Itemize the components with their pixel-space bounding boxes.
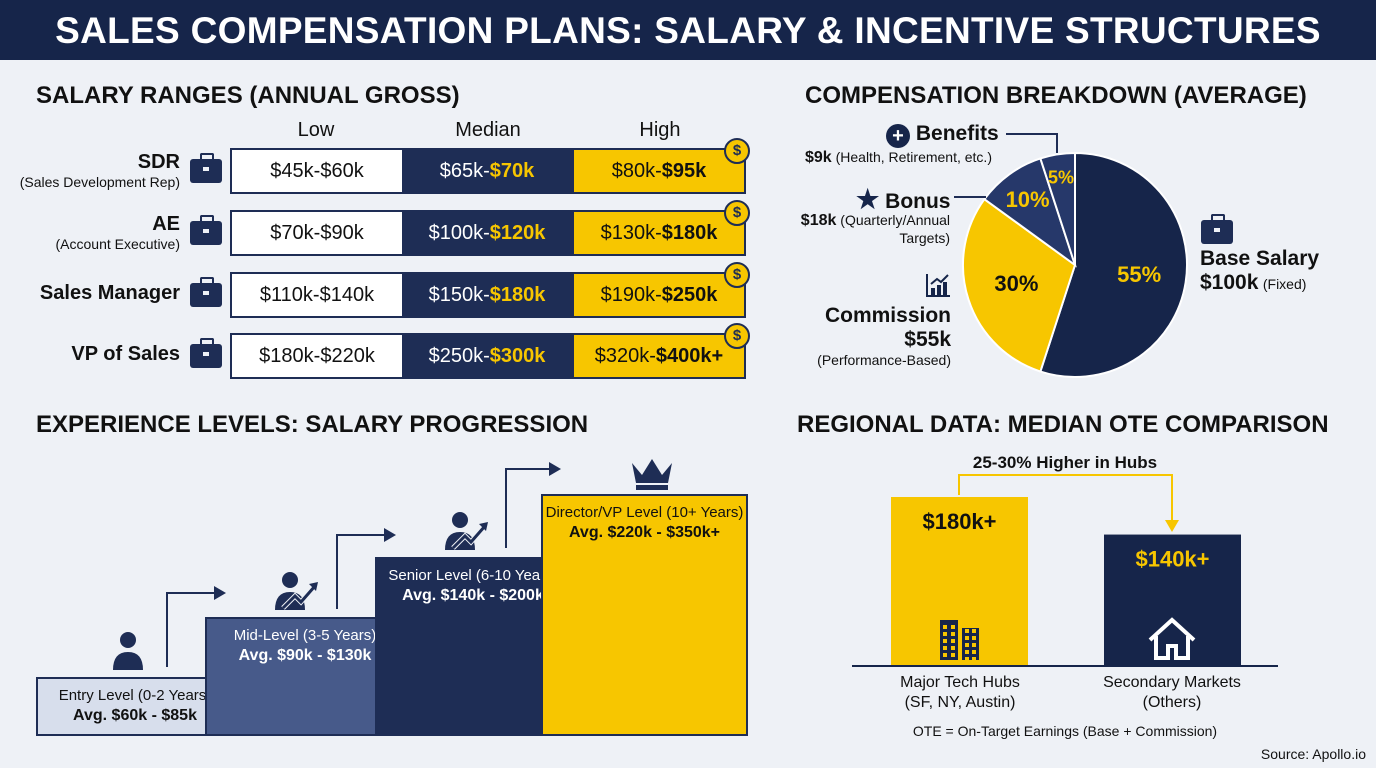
pie-slice-label: 30% <box>994 271 1038 296</box>
pie-slice-label: 55% <box>1117 262 1161 287</box>
pie-slice-benefits <box>1039 151 1076 266</box>
coin-icon: $ <box>724 200 750 226</box>
coin-icon: $ <box>724 138 750 164</box>
briefcase-icon <box>190 153 222 183</box>
briefcase-icon <box>190 215 222 245</box>
median-cell: $100k- $120k <box>402 212 572 254</box>
bonus-amount: $18k <box>800 212 837 229</box>
experience-level-step: Entry Level (0-2 Years) Avg. $60k - $85k <box>36 677 234 736</box>
person-growth-icon <box>275 572 318 610</box>
role-label: VP of Sales <box>71 343 180 365</box>
bonus-note: (Quarterly/Annual Targets) <box>840 212 950 246</box>
bar <box>891 497 1028 666</box>
page-title: SALES COMPENSATION PLANS: SALARY & INCEN… <box>0 0 1376 60</box>
crown-icon <box>632 459 672 490</box>
benefits-note: (Health, Retirement, etc.) <box>835 149 992 165</box>
briefcase-icon <box>1201 214 1233 244</box>
salary-row: $110k-$140k $150k- $180k $190k- $250k <box>230 272 746 318</box>
bonus-leader-line <box>954 196 986 198</box>
column-header-median: Median <box>455 119 521 141</box>
arrow-up-right-icon <box>505 462 561 548</box>
briefcase-icon <box>190 338 222 368</box>
median-cell: $150k- $180k <box>402 274 572 316</box>
experience-level-step: Senior Level (6-10 Years) Avg. $140k - $2… <box>375 557 571 736</box>
experience-level-step: Director/VP Level (10+ Years) Avg. $220k … <box>541 494 748 736</box>
coin-icon: $ <box>724 262 750 288</box>
low-cell: $45k-$60k <box>232 150 402 192</box>
salary-ranges-heading: SALARY RANGES (ANNUAL GROSS) <box>36 82 460 109</box>
bar-chart-title: REGIONAL DATA: MEDIAN OTE COMPARISON <box>797 411 1329 438</box>
arrow-up-right-icon <box>336 528 396 609</box>
salary-row: $70k-$90k $100k- $120k $130k- $180k <box>230 210 746 256</box>
coin-icon: $ <box>724 323 750 349</box>
star-icon: ★ <box>856 184 880 214</box>
low-cell: $180k-$220k <box>232 335 402 377</box>
house-icon <box>1148 617 1196 660</box>
bar-category-label: Secondary Markets (Others) <box>1103 674 1241 711</box>
median-cell: $65k- $70k <box>402 150 572 192</box>
role-label: AE (Account Executive) <box>55 213 181 252</box>
high-cell: $80k- $95k <box>572 150 744 192</box>
high-cell: $320k- $400k+ <box>572 335 744 377</box>
bar-value-label: $140k+ <box>1135 547 1209 572</box>
role-label: Sales Manager <box>39 282 180 304</box>
column-header-low: Low <box>297 119 335 141</box>
experience-heading: EXPERIENCE LEVELS: SALARY PROGRESSION <box>36 411 589 438</box>
role-label: SDR (Sales Development Rep) <box>19 151 180 190</box>
pie-slice-commission <box>962 197 1077 373</box>
benefits-amount: $9k <box>805 149 832 166</box>
legend-bonus: ★ Bonus <box>856 184 951 214</box>
comparison-connector <box>958 474 1173 520</box>
low-cell: $110k-$140k <box>232 274 402 316</box>
bar-value-label: $180k+ <box>922 509 996 534</box>
benefits-leader-line <box>1006 133 1058 153</box>
source-text: Source: Apollo.io <box>1260 746 1366 762</box>
high-cell: $190k- $250k <box>572 274 744 316</box>
person-growth-icon <box>445 512 488 550</box>
person-icon <box>113 632 143 670</box>
briefcase-icon <box>190 277 222 307</box>
pie-slice-label: 5% <box>1048 168 1074 188</box>
pie-slice-base-salary <box>1039 151 1189 378</box>
legend-base-salary: Base Salary $100k (Fixed) <box>1200 247 1320 294</box>
high-cell: $130k- $180k <box>572 212 744 254</box>
legend-commission: Commission $55k (Performance-Based) <box>817 304 951 368</box>
column-header-high: High <box>639 119 681 141</box>
plus-circle-icon: + <box>886 124 910 148</box>
low-cell: $70k-$90k <box>232 212 402 254</box>
arrow-up-right-icon <box>166 586 226 667</box>
salary-row: $180k-$220k $250k- $300k $320k- $400k+ <box>230 333 746 379</box>
pie-slice-label: 10% <box>1006 187 1050 212</box>
median-cell: $250k- $300k <box>402 335 572 377</box>
building-icon <box>940 620 979 661</box>
bar-category-label: Major Tech Hubs (SF, NY, Austin) <box>900 674 1020 711</box>
connector-arrowhead <box>1165 520 1179 532</box>
bar-footnote: OTE = On-Target Earnings (Base + Commiss… <box>912 723 1218 739</box>
salary-row: $45k-$60k $65k- $70k $80k- $95k <box>230 148 746 194</box>
experience-level-step: Mid-Level (3-5 Years) Avg. $90k - $130k <box>205 617 405 736</box>
pie-chart-title: COMPENSATION BREAKDOWN (AVERAGE) <box>805 82 1307 109</box>
legend-benefits: + Benefits <box>886 122 999 148</box>
bar-annotation: 25-30% Higher in Hubs <box>972 453 1158 472</box>
chart-icon <box>926 274 950 297</box>
